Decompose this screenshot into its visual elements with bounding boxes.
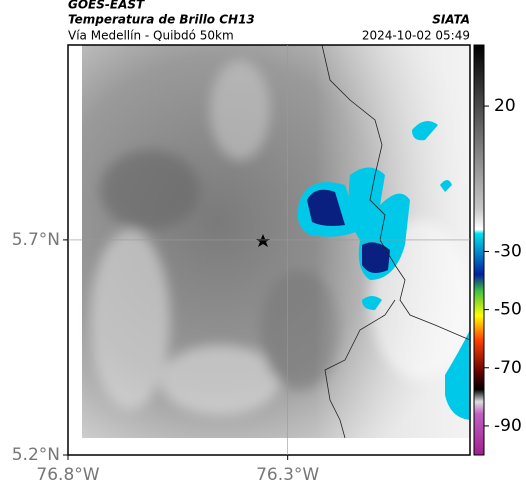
colorbar-tick-label: -30	[494, 241, 522, 261]
x-tick-label: 76.3°W	[256, 465, 319, 485]
colorbar	[473, 44, 485, 456]
colorbar-tick-label: -50	[494, 300, 522, 320]
product: Temperatura de Brillo CH13	[68, 13, 255, 27]
datetime: 2024-10-02 05:49	[362, 29, 470, 43]
map-frame	[67, 44, 471, 456]
colorbar-tick-label: -90	[494, 416, 522, 436]
satellite: GOES-EAST	[68, 0, 145, 12]
colorbar-tick-label: 20	[494, 96, 516, 116]
x-tick-label: 76.8°W	[36, 465, 99, 485]
y-tick-label: 5.2°N	[12, 445, 60, 465]
colorbar-tick-label: -70	[494, 358, 522, 378]
y-tick-label: 5.7°N	[12, 230, 60, 250]
source: SIATA	[432, 13, 470, 27]
region: Vía Medellín - Quibdó 50km	[68, 29, 234, 43]
map-image	[82, 44, 471, 439]
